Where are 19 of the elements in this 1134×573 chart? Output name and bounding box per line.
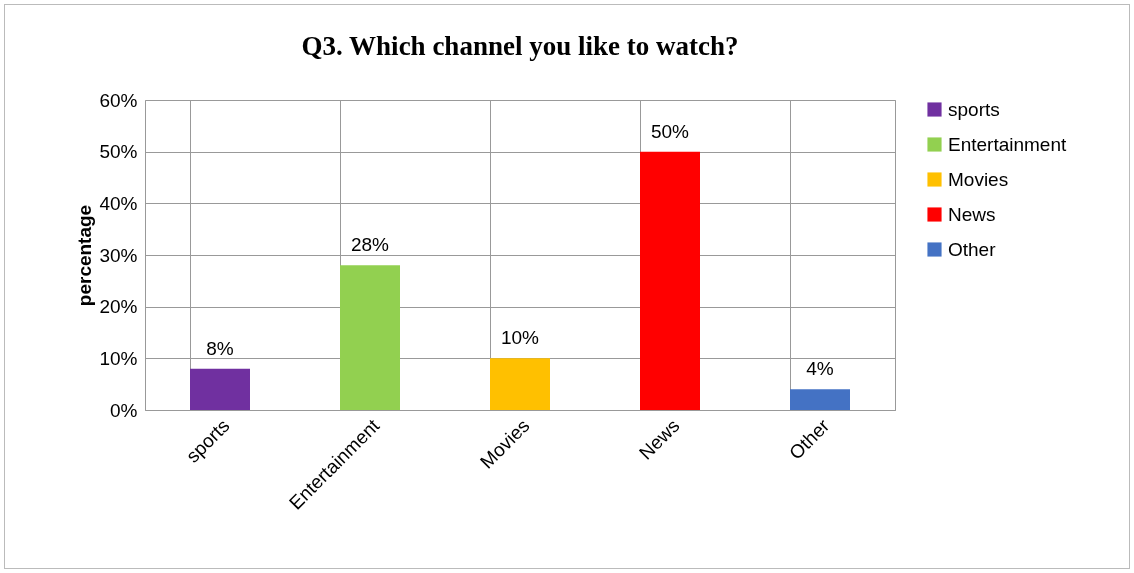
y-tick-label: 0%: [110, 399, 138, 421]
y-tick-label: 60%: [99, 89, 138, 111]
legend-label: Entertainment: [948, 133, 1068, 155]
data-label: 4%: [806, 358, 834, 380]
legend-label: News: [948, 203, 996, 225]
y-tick-label: 40%: [99, 192, 138, 214]
y-tick-label: 30%: [99, 244, 138, 266]
legend-label: sports: [948, 98, 1000, 120]
data-label: 10%: [500, 327, 540, 349]
legend-label: Movies: [948, 168, 1009, 190]
y-tick-label: 20%: [99, 296, 138, 318]
y-tick-label: 50%: [99, 141, 138, 163]
data-label: 8%: [206, 337, 234, 359]
y-axis-title: percentage: [74, 204, 96, 307]
data-label: 28%: [350, 234, 390, 256]
chart-title: Q3. Which channel you like to watch?: [301, 31, 739, 61]
y-tick-label: 10%: [99, 347, 138, 369]
data-label: 50%: [650, 120, 690, 142]
legend-label: Other: [948, 238, 997, 260]
